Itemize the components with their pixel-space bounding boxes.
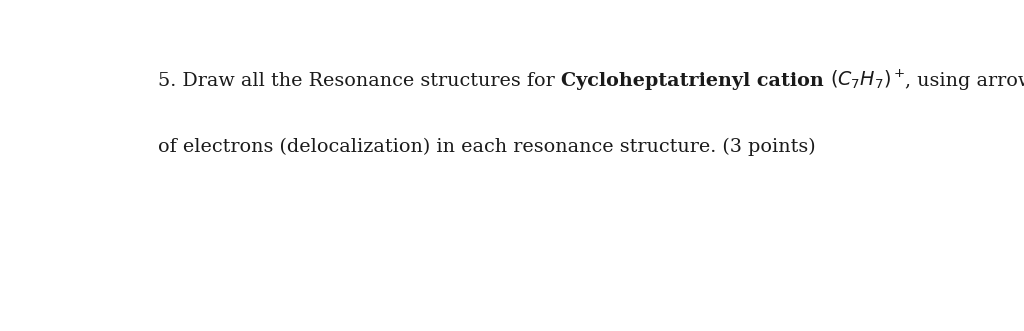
- Text: Cycloheptatrienyl cation: Cycloheptatrienyl cation: [561, 71, 823, 90]
- Text: 5. Draw all the Resonance structures for: 5. Draw all the Resonance structures for: [158, 71, 561, 90]
- Text: of electrons (delocalization) in each resonance structure. (3 points): of electrons (delocalization) in each re…: [158, 138, 816, 156]
- Text: $(C_7H_7)^+$: $(C_7H_7)^+$: [829, 68, 905, 91]
- Text: , using arrows show the flow: , using arrows show the flow: [905, 71, 1024, 90]
